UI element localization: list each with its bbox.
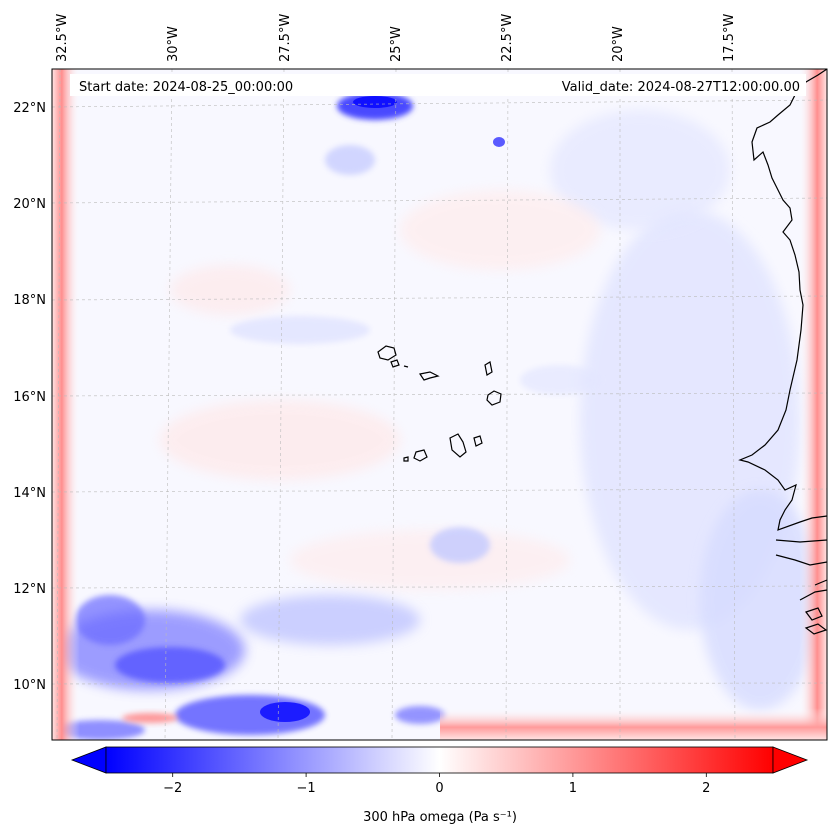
latitude-labels: 22°N 20°N 18°N 16°N 14°N 12°N 10°N	[13, 101, 46, 693]
colorbar-tick-label: −1	[297, 781, 316, 796]
african-coastline	[738, 68, 828, 531]
colorbar-tick-label: −2	[163, 781, 182, 796]
colorbar-body	[105, 746, 774, 774]
colorbar-ticks: −2 −1 0 1 2	[163, 773, 710, 796]
island-boa-vista	[486, 390, 502, 406]
colorbar-extend-high	[772, 746, 809, 774]
lon-label: 25°W	[389, 26, 404, 62]
lon-label: 22.5°W	[500, 14, 515, 62]
lat-label: 10°N	[13, 678, 46, 693]
island-sao-nicolau	[419, 371, 440, 381]
lat-label: 14°N	[13, 486, 46, 501]
island-santo-antao	[377, 345, 397, 361]
lon-label: 32.5°W	[55, 14, 70, 62]
island-sal	[484, 361, 493, 376]
island-fogo	[413, 449, 428, 462]
lon-label: 30°W	[166, 26, 181, 62]
omega-field	[52, 69, 827, 740]
lat-label: 22°N	[13, 101, 46, 116]
lon-label: 27.5°W	[278, 14, 293, 62]
lat-label: 18°N	[13, 293, 46, 308]
colorbar-tick-label: 1	[569, 781, 577, 796]
longitude-labels: 32.5°W 30°W 27.5°W 25°W 22.5°W 20°W 17.5…	[55, 14, 737, 62]
map-panel: Start date: 2024-08-25_00:00:00 Valid_da…	[51, 68, 828, 741]
colorbar-tick-label: 2	[702, 781, 710, 796]
island-brava	[403, 456, 409, 462]
island-sao-vicente	[390, 359, 400, 368]
graticule	[51, 68, 828, 741]
lon-label: 20°W	[611, 26, 626, 62]
lon-label: 17.5°W	[722, 14, 737, 62]
island-santa-luzia	[403, 365, 409, 368]
header-band	[70, 74, 806, 96]
lat-label: 12°N	[13, 582, 46, 597]
coastlines	[377, 68, 828, 635]
map-frame	[51, 68, 828, 741]
lat-label: 20°N	[13, 197, 46, 212]
start-date-label: Start date: 2024-08-25_00:00:00	[79, 80, 293, 95]
lat-label: 16°N	[13, 390, 46, 405]
valid-date-label: Valid_date: 2024-08-27T12:00:00.00	[562, 80, 800, 95]
island-santiago	[449, 433, 467, 458]
island-maio	[473, 435, 483, 447]
colorbar-tick-label: 0	[435, 781, 443, 796]
colorbar: −2 −1 0 1 2 300 hPa omega (Pa s⁻¹)	[70, 746, 809, 825]
colorbar-label: 300 hPa omega (Pa s⁻¹)	[363, 810, 517, 825]
colorbar-extend-low	[70, 746, 107, 774]
